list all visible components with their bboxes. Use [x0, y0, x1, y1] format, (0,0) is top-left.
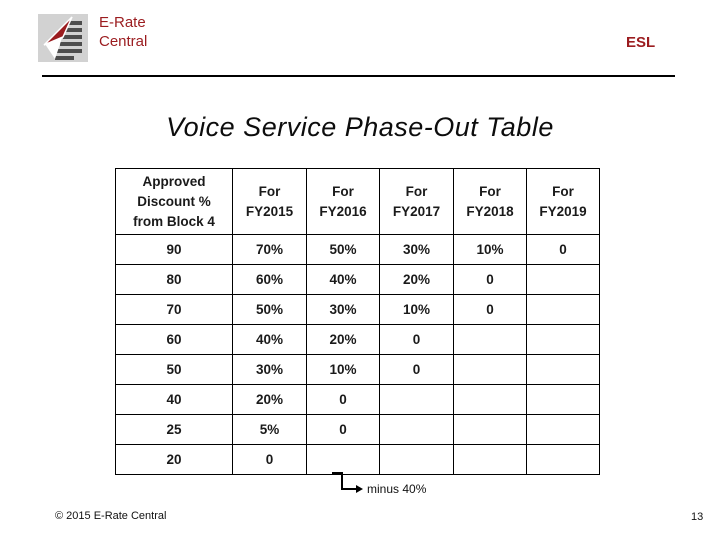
table-cell: 5%: [232, 414, 307, 445]
table-cell: [453, 384, 527, 415]
header-divider: [42, 75, 675, 77]
table-cell: [526, 354, 600, 385]
table-cell: [453, 354, 527, 385]
elbow-connector-horizontal: [341, 488, 356, 490]
brand-name: E-Rate Central: [99, 13, 147, 51]
table-body: 90 70% 50% 30% 10% 0 80 60% 40% 20% 0 70 50% 30% 10% 0 6…: [115, 234, 600, 475]
table-cell: 70: [115, 294, 233, 325]
col-header-fy2018: For FY2018: [453, 168, 527, 235]
table-cell: [453, 444, 527, 475]
table-cell: 10%: [306, 354, 380, 385]
program-label: ESL: [626, 34, 656, 51]
table-cell: 20%: [232, 384, 307, 415]
table-cell: 20%: [379, 264, 454, 295]
table-row: 90 70% 50% 30% 10% 0: [115, 234, 600, 265]
table-cell: [526, 324, 600, 355]
table-cell: 50: [115, 354, 233, 385]
e-rate-central-logo: [38, 14, 88, 62]
col-header-fy2019: For FY2019: [526, 168, 600, 235]
table-cell: 30%: [232, 354, 307, 385]
col-header-fy2016: For FY2016: [306, 168, 380, 235]
table-cell: [526, 444, 600, 475]
table-cell: [453, 324, 527, 355]
table-cell: 10%: [379, 294, 454, 325]
table-cell: [526, 294, 600, 325]
table-cell: [526, 414, 600, 445]
table-cell: 0: [379, 324, 454, 355]
page-title: Voice Service Phase-Out Table: [166, 112, 554, 142]
table-cell: 20: [115, 444, 233, 475]
col-header-discount: Approved Discount % from Block 4: [115, 168, 233, 235]
table-row: 25 5% 0: [115, 414, 600, 445]
logo-stairs-icon: [55, 21, 82, 60]
elbow-connector-stub: [332, 472, 343, 474]
table-cell: 80: [115, 264, 233, 295]
table-row: 50 30% 10% 0: [115, 354, 600, 385]
table-cell: 30%: [306, 294, 380, 325]
page-number: 13: [691, 511, 704, 523]
table-row: 60 40% 20% 0: [115, 324, 600, 355]
table-cell: 40%: [232, 324, 307, 355]
table-cell: [379, 384, 454, 415]
table-header-row: Approved Discount % from Block 4 For FY2015 F…: [115, 168, 600, 235]
table-cell: 40%: [306, 264, 380, 295]
table-cell: 0: [306, 384, 380, 415]
table-cell: 60%: [232, 264, 307, 295]
table-cell: 0: [453, 294, 527, 325]
table-cell: [379, 414, 454, 445]
table-cell: 0: [306, 414, 380, 445]
brand-line-2: Central: [99, 33, 148, 50]
table-cell: 0: [379, 354, 454, 385]
table-cell: 90: [115, 234, 233, 265]
table-cell: 70%: [232, 234, 307, 265]
annotation-label: minus 40%: [367, 482, 427, 496]
table-cell: [526, 384, 600, 415]
copyright-text: © 2015 E-Rate Central: [55, 510, 167, 522]
table-cell: 0: [232, 444, 307, 475]
table-row: 70 50% 30% 10% 0: [115, 294, 600, 325]
table-cell: 40: [115, 384, 233, 415]
logo-arrow-icon: [43, 16, 73, 46]
table-cell: [306, 444, 380, 475]
table-cell: 0: [453, 264, 527, 295]
table-row: 20 0: [115, 444, 600, 475]
col-header-fy2017: For FY2017: [379, 168, 454, 235]
table-cell: 0: [526, 234, 600, 265]
col-header-fy2015: For FY2015: [232, 168, 307, 235]
table-cell: 30%: [379, 234, 454, 265]
elbow-connector-vertical: [341, 472, 343, 490]
phase-out-table: Approved Discount % from Block 4 For FY2015 F…: [115, 168, 600, 475]
brand-line-1: E-Rate: [99, 14, 146, 31]
table-cell: [453, 414, 527, 445]
table-cell: 60: [115, 324, 233, 355]
table-cell: [379, 444, 454, 475]
table-row: 40 20% 0: [115, 384, 600, 415]
table-cell: [526, 264, 600, 295]
table-cell: 10%: [453, 234, 527, 265]
table-cell: 25: [115, 414, 233, 445]
table-cell: 50%: [232, 294, 307, 325]
arrowhead-icon: [356, 485, 363, 493]
table-cell: 20%: [306, 324, 380, 355]
table-cell: 50%: [306, 234, 380, 265]
table-row: 80 60% 40% 20% 0: [115, 264, 600, 295]
